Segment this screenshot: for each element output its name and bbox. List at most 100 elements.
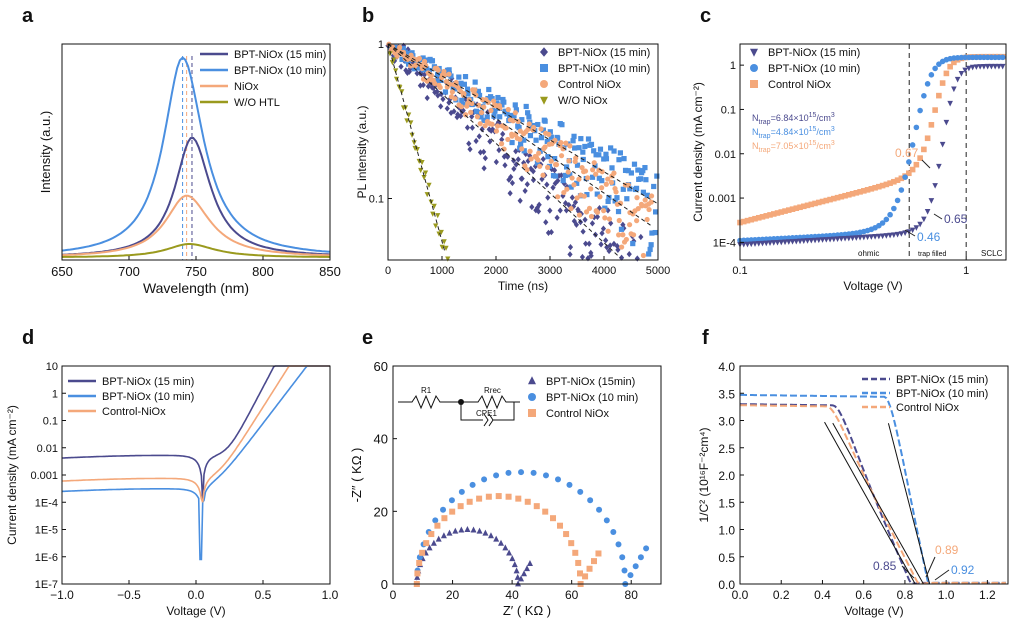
data-point	[616, 217, 622, 224]
mott-schottky-curve	[740, 393, 1006, 585]
data-point	[630, 232, 637, 238]
data-point	[615, 541, 622, 548]
data-point	[999, 54, 1006, 61]
data-point	[921, 92, 927, 99]
x-tick-label: 1	[963, 265, 969, 277]
data-point	[411, 140, 417, 146]
panel-f-frame	[739, 365, 1009, 585]
data-point	[432, 80, 438, 87]
data-point	[522, 163, 528, 169]
data-point	[831, 195, 837, 202]
data-point	[542, 508, 549, 515]
y-tick-label: 0.1	[721, 104, 736, 116]
data-point	[494, 123, 501, 129]
data-point	[951, 86, 957, 93]
data-point	[744, 217, 751, 224]
data-point	[501, 99, 507, 105]
data-point	[594, 191, 600, 197]
data-point	[491, 98, 497, 104]
y-tick-label: 60	[374, 359, 388, 374]
data-point	[816, 199, 822, 206]
legend-item: Control NiOx	[768, 79, 831, 91]
region-label: trap filled	[918, 251, 947, 258]
x-axis-label: Wavelength (nm)	[143, 280, 249, 296]
data-point	[505, 136, 511, 143]
data-point	[590, 167, 596, 173]
data-point	[511, 113, 517, 119]
data-point	[740, 241, 747, 248]
data-point	[981, 63, 987, 70]
legend-e: BPT-NiOx (15min) BPT-NiOx (10 min) Control…	[528, 376, 638, 420]
data-point	[988, 63, 995, 70]
x-tick-label: 0.2	[773, 588, 790, 602]
data-point	[446, 529, 453, 536]
data-point	[909, 166, 916, 173]
data-point	[435, 67, 441, 73]
data-point	[618, 226, 625, 232]
data-point	[553, 162, 560, 168]
data-point	[763, 213, 770, 219]
data-point	[909, 227, 916, 234]
data-point	[509, 139, 515, 146]
data-point	[823, 237, 830, 243]
legend-item: BPT-NiOx (15 min)	[896, 374, 988, 386]
data-point	[561, 189, 567, 196]
x-tick-label: 650	[51, 264, 73, 279]
data-point	[887, 211, 893, 218]
data-point	[558, 172, 564, 179]
data-point	[932, 183, 938, 189]
data-point	[566, 158, 572, 164]
data-point	[588, 249, 594, 256]
data-point	[448, 497, 455, 504]
panel-e: 0 20 40 60 80 0 20 40 60 Z′ ( KΩ ) -Z″ ( KΩ )	[349, 359, 650, 618]
data-point	[853, 190, 860, 196]
data-point	[883, 181, 890, 188]
data-point	[560, 146, 566, 152]
data-point	[793, 238, 800, 245]
legend-item: NiOx	[234, 81, 259, 93]
data-point	[634, 218, 640, 224]
data-point	[628, 170, 634, 176]
data-point	[521, 148, 527, 154]
data-point	[611, 170, 617, 176]
pointer-line	[925, 556, 936, 578]
data-point	[555, 194, 561, 200]
data-point	[642, 197, 648, 203]
data-point	[446, 71, 452, 77]
data-point	[588, 252, 594, 259]
data-point	[755, 214, 762, 221]
data-point	[442, 89, 449, 95]
x-tick-label: 0.1	[732, 265, 747, 277]
legend-item: BPT-NiOx (10 min)	[102, 391, 194, 403]
vbi-label: 0.85	[873, 559, 897, 573]
data-point	[549, 166, 555, 173]
data-point	[441, 515, 448, 522]
data-point	[647, 246, 653, 253]
data-point	[521, 159, 527, 167]
data-point	[767, 212, 773, 218]
x-tick-label: 5000	[646, 265, 670, 277]
data-point	[464, 86, 471, 92]
data-point	[748, 241, 755, 248]
data-point	[580, 149, 586, 155]
cpe	[483, 413, 489, 427]
data-point	[898, 175, 905, 182]
data-point	[570, 138, 576, 144]
data-point	[581, 193, 587, 199]
data-point	[557, 522, 564, 529]
data-point	[567, 251, 573, 258]
data-point	[789, 239, 796, 245]
data-point	[393, 76, 400, 82]
data-point	[497, 121, 503, 128]
data-point	[506, 176, 512, 183]
data-point	[505, 493, 512, 500]
data-point	[767, 240, 773, 246]
data-point	[449, 508, 456, 515]
data-point	[507, 190, 513, 197]
data-point	[606, 247, 612, 255]
data-point	[478, 114, 484, 120]
x-axis-label: Voltage (V)	[166, 604, 225, 618]
data-point	[992, 63, 998, 70]
data-point	[519, 146, 525, 152]
data-point	[849, 190, 856, 197]
